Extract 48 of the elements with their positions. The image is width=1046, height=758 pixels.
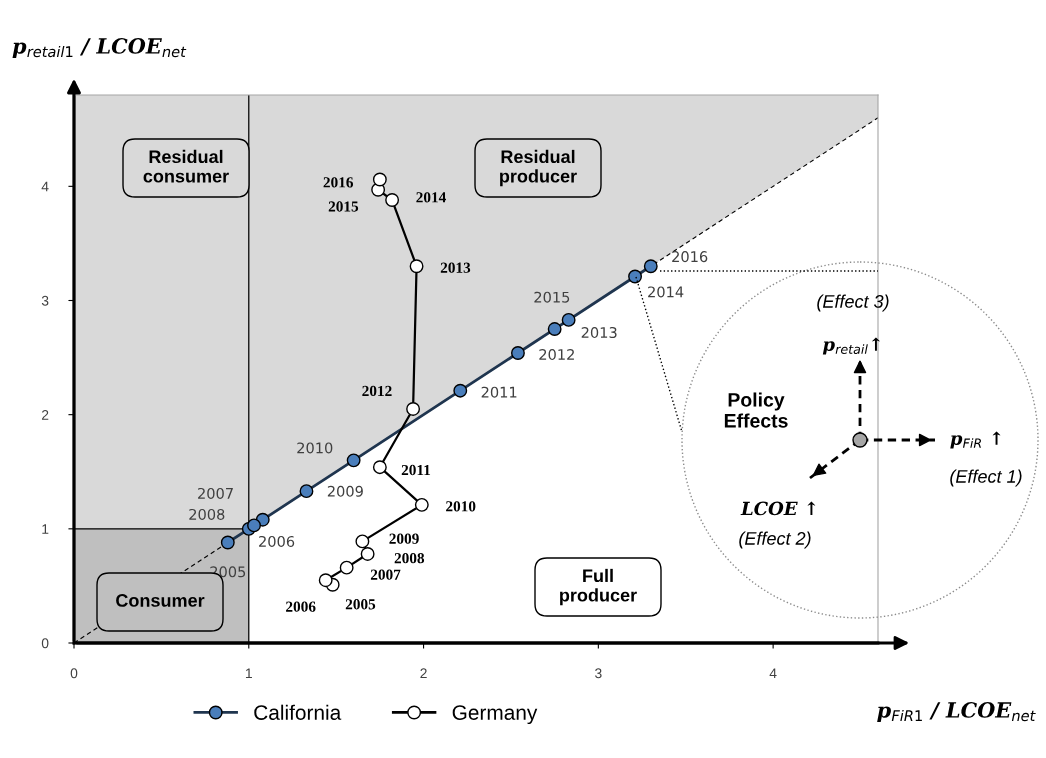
annotation: 2008 — [394, 553, 425, 564]
annotation: LCOE ↑ — [740, 501, 816, 516]
annotation: 2006 — [259, 535, 295, 547]
annotation: Residual consumer — [143, 149, 229, 183]
text: (Effect 1) — [950, 469, 1022, 487]
annotation: 2007 — [370, 569, 401, 580]
annotation: 2008 — [189, 508, 225, 520]
annotation: 2009 — [389, 533, 419, 544]
annotation: 2011 — [401, 464, 431, 476]
annotation: Residual producer — [500, 149, 577, 187]
annotation: 2012 — [539, 348, 574, 361]
annotation: 2013 — [440, 262, 471, 273]
annotation: 2010 — [297, 442, 333, 454]
annotation: 2014 — [648, 286, 684, 298]
annotation: 2014 — [416, 192, 446, 203]
text: p$_{FiR}$ ↑ — [950, 431, 1001, 449]
annotation: 2016 — [672, 251, 708, 263]
annotation: 2010 — [446, 501, 476, 512]
annotation: 2007 — [198, 487, 233, 499]
x-tick-label: 4 — [769, 668, 777, 679]
y-tick-label: 4 — [41, 181, 49, 192]
y-tick-label: 1 — [42, 524, 49, 534]
annotation: Policy Effects — [724, 392, 788, 428]
x-tick-label: 0 — [70, 668, 78, 679]
annotation: 2005 — [345, 599, 376, 610]
x-tick-label: 2 — [420, 668, 427, 679]
y-axis-title: p$_{retail1}$ / LCOE$_{net}$ — [12, 38, 187, 58]
x-axis-title: p$_{FiR1}$ / LCOE$_{net}$ — [877, 702, 1036, 722]
annotation: (Effect 3) — [817, 294, 889, 312]
annotation: 2015 — [534, 291, 570, 303]
legend-label: California — [254, 704, 342, 720]
annotation: 2015 — [328, 201, 359, 212]
y-tick-label: 3 — [41, 295, 49, 306]
annotation: Consumer — [116, 594, 205, 607]
annotation: 2011 — [481, 386, 517, 398]
annotation: 2009 — [327, 485, 363, 497]
annotation: 2006 — [286, 601, 316, 612]
y-tick-label: 0 — [41, 638, 49, 649]
x-tick-label: 3 — [595, 668, 602, 679]
annotation: (Effect 2) — [739, 531, 811, 549]
y-tick-label: 2 — [41, 410, 49, 420]
annotation: p$_{retail}$↑ — [822, 337, 880, 355]
annotation: 2016 — [323, 177, 354, 188]
annotation: 2012 — [362, 385, 392, 397]
annotation: 2013 — [581, 327, 617, 339]
legend-label: Germany — [452, 705, 538, 725]
x-tick-label: 1 — [245, 668, 252, 679]
annotation: Full producer — [560, 568, 637, 606]
